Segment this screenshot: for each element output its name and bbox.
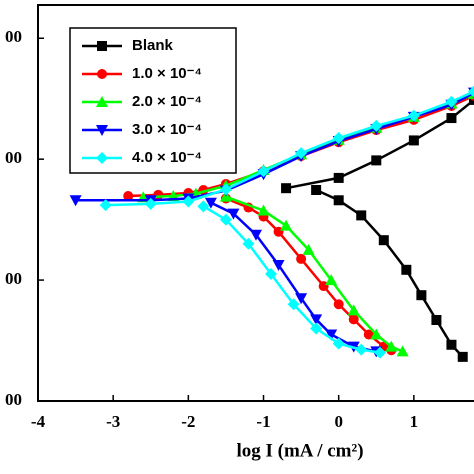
marker	[272, 259, 285, 271]
marker	[363, 329, 374, 340]
marker	[396, 345, 409, 357]
marker	[468, 85, 474, 98]
marker	[295, 293, 308, 305]
marker	[197, 200, 210, 213]
marker	[348, 314, 359, 325]
marker	[250, 229, 262, 241]
marker	[374, 346, 387, 359]
marker	[123, 191, 134, 202]
marker	[287, 298, 300, 311]
legend-label: 4.0 × 10⁻⁴	[132, 149, 202, 166]
marker	[97, 41, 107, 51]
x-tick-label: 1	[410, 412, 419, 431]
marker	[347, 304, 360, 316]
marker	[332, 132, 345, 145]
marker	[96, 96, 108, 107]
marker	[97, 69, 107, 79]
marker	[325, 274, 338, 286]
legend-label: Blank	[132, 37, 174, 54]
y-tick-label: 00	[5, 390, 22, 409]
marker	[333, 172, 344, 183]
marker	[416, 290, 427, 301]
plot	[69, 85, 474, 362]
marker	[371, 155, 382, 166]
marker	[310, 322, 323, 335]
plot-frame	[37, 4, 474, 402]
legend-label: 2.0 × 10⁻⁴	[132, 93, 202, 110]
marker	[370, 328, 383, 340]
marker	[325, 329, 338, 341]
x-tick-label: -4	[31, 412, 46, 431]
marker	[242, 237, 255, 250]
marker	[332, 337, 345, 350]
x-tick-label: -1	[256, 412, 270, 431]
marker	[219, 183, 232, 196]
legend-label: 3.0 × 10⁻⁴	[132, 121, 202, 138]
marker	[446, 339, 457, 350]
marker	[333, 195, 344, 206]
marker	[182, 195, 195, 208]
marker	[311, 185, 322, 196]
marker	[219, 213, 232, 226]
marker	[407, 109, 420, 122]
marker	[257, 165, 270, 178]
marker	[333, 299, 344, 310]
marker	[144, 197, 157, 210]
marker	[385, 340, 398, 352]
marker	[281, 183, 292, 194]
marker	[99, 199, 112, 212]
marker	[257, 204, 270, 216]
y-tick-label: 00	[5, 27, 22, 46]
x-tick-label: -2	[181, 412, 195, 431]
marker	[96, 152, 108, 164]
marker	[204, 197, 217, 209]
marker	[310, 314, 323, 326]
y-tick-label: 00	[5, 269, 22, 288]
marker	[356, 210, 367, 221]
marker	[445, 95, 458, 108]
marker	[401, 264, 412, 275]
marker	[446, 113, 457, 124]
marker	[295, 147, 308, 160]
marker	[296, 253, 307, 264]
y-tick-label: 00	[5, 148, 22, 167]
marker	[227, 208, 240, 220]
marker	[265, 268, 278, 281]
marker	[408, 135, 419, 146]
marker	[96, 125, 108, 136]
marker	[431, 314, 442, 325]
x-tick-label: 0	[334, 412, 343, 431]
marker	[457, 351, 468, 362]
x-axis-label: log I (mA / cm²)	[236, 440, 363, 461]
marker	[302, 243, 315, 255]
marker	[69, 195, 82, 207]
x-tick-label: -3	[106, 412, 120, 431]
marker	[370, 119, 383, 132]
marker	[355, 343, 368, 356]
legend-label: 1.0 × 10⁻⁴	[132, 65, 202, 82]
marker	[280, 219, 293, 231]
marker	[378, 235, 389, 246]
legend-box	[69, 27, 237, 174]
